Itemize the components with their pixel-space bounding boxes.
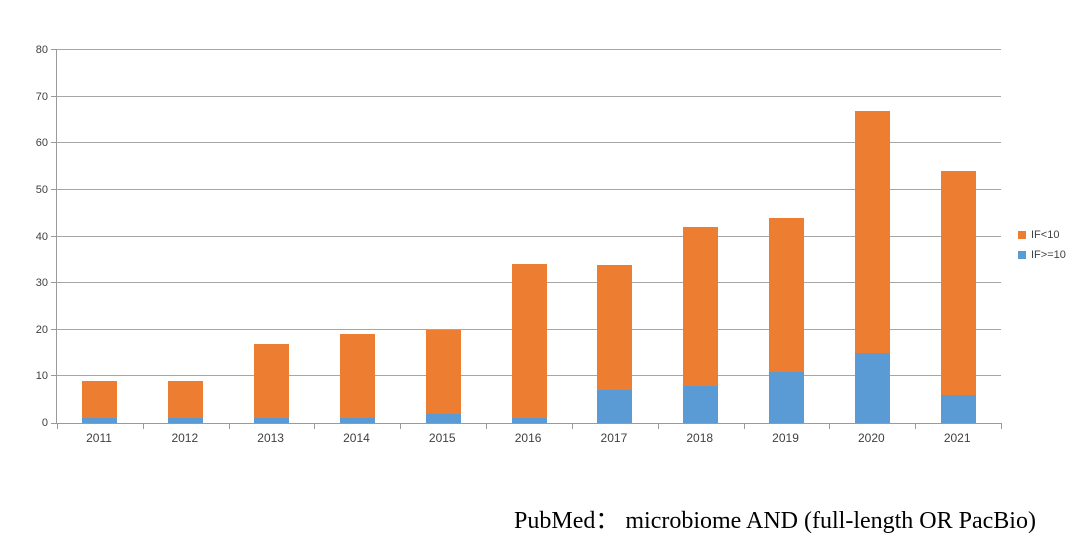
bar-2014 (339, 334, 375, 423)
x-axis-label-2015: 2015 (428, 431, 456, 445)
y-axis-label-0: 0 (41, 417, 48, 429)
y-tick-50 (51, 188, 57, 190)
x-tick-9 (829, 423, 830, 429)
y-tick-30 (51, 282, 57, 284)
x-axis-label-2012: 2012 (171, 431, 199, 445)
bar-2012 (168, 381, 204, 423)
bar-segment-if-lt-10-2013 (254, 343, 290, 419)
legend-item-1: IF>=10 (1018, 245, 1066, 265)
bar-segment-if-lt-10-2017 (597, 264, 633, 391)
x-tick-3 (314, 423, 315, 429)
legend-label: IF>=10 (1031, 249, 1066, 261)
y-tick-20 (51, 328, 57, 330)
gridline-70 (57, 95, 1001, 97)
bar-segment-if-lt-10-2012 (168, 381, 204, 419)
y-tick-80 (51, 49, 57, 50)
x-tick-2 (229, 423, 230, 429)
bar-segment-if-gte-10-2012 (168, 418, 204, 423)
legend-swatch-icon (1018, 251, 1026, 259)
bar-segment-if-gte-10-2021 (940, 395, 976, 423)
y-tick-10 (51, 375, 57, 377)
bar-segment-if-lt-10-2018 (683, 227, 719, 386)
x-axis-label-2014: 2014 (343, 431, 370, 445)
x-axis-label-2020: 2020 (858, 431, 885, 445)
x-axis-label-2013: 2013 (257, 431, 284, 445)
x-tick-10 (915, 423, 916, 429)
gridline-80 (57, 49, 1001, 50)
y-axis-label-80: 80 (35, 44, 48, 56)
gridline-50 (57, 188, 1001, 190)
x-axis-label-2019: 2019 (772, 431, 799, 445)
legend: IF<10 IF>=10 (1018, 225, 1066, 265)
x-tick-7 (658, 423, 659, 429)
bar-segment-if-gte-10-2017 (597, 390, 633, 423)
bar-2015 (425, 329, 461, 423)
bar-segment-if-gte-10-2020 (854, 353, 890, 423)
x-axis-label-2018: 2018 (686, 431, 714, 445)
gridline-40 (57, 235, 1001, 237)
bar-segment-if-lt-10-2014 (339, 334, 375, 419)
x-axis-label-2011: 2011 (86, 431, 112, 445)
bar-2013 (254, 343, 290, 423)
bar-segment-if-lt-10-2016 (511, 264, 547, 419)
bar-segment-if-gte-10-2019 (768, 371, 804, 423)
bar-segment-if-gte-10-2015 (425, 413, 461, 423)
bar-segment-if-gte-10-2014 (339, 418, 375, 423)
x-axis-label-2021: 2021 (943, 431, 971, 445)
x-tick-4 (400, 423, 401, 429)
bar-2017 (597, 264, 633, 423)
gridline-60 (57, 142, 1001, 144)
y-axis-label-50: 50 (35, 183, 48, 196)
bar-segment-if-lt-10-2020 (854, 110, 890, 354)
legend-item-0: IF<10 (1018, 225, 1066, 245)
x-tick-5 (486, 423, 487, 429)
y-tick-0 (51, 423, 57, 424)
bar-segment-if-lt-10-2021 (940, 171, 976, 396)
x-tick-0 (57, 423, 58, 429)
y-axis-label-30: 30 (35, 277, 48, 290)
x-tick-6 (572, 423, 573, 429)
x-tick-1 (143, 423, 144, 429)
bar-segment-if-lt-10-2011 (82, 381, 118, 419)
bar-2018 (683, 227, 719, 423)
bar-segment-if-gte-10-2011 (82, 418, 118, 423)
y-tick-70 (51, 95, 57, 97)
y-axis-label-70: 70 (35, 90, 48, 103)
x-axis-label-2016: 2016 (514, 431, 542, 445)
x-tick-8 (744, 423, 745, 429)
bar-segment-if-gte-10-2016 (511, 418, 547, 423)
y-tick-40 (51, 235, 57, 237)
plot-area (51, 49, 1002, 429)
bar-segment-if-gte-10-2018 (683, 385, 719, 423)
bar-2011 (82, 381, 118, 423)
y-axis-label-60: 60 (35, 137, 48, 150)
legend-label: IF<10 (1031, 229, 1060, 241)
bar-2020 (854, 110, 890, 423)
bar-segment-if-lt-10-2015 (425, 329, 461, 414)
y-axis-label-40: 40 (35, 230, 48, 243)
bar-segment-if-gte-10-2013 (254, 418, 290, 423)
legend-swatch-icon (1018, 231, 1026, 239)
y-axis-label-20: 20 (35, 323, 48, 336)
chart-caption: PubMed： microbiome AND (full-length OR P… (514, 508, 1036, 534)
bar-segment-if-lt-10-2019 (768, 217, 804, 372)
y-tick-60 (51, 142, 57, 144)
y-axis-label-10: 10 (35, 370, 48, 383)
x-axis-label-2017: 2017 (600, 431, 628, 445)
bar-2021 (940, 171, 976, 423)
bar-2019 (768, 217, 804, 423)
x-tick-11 (1001, 423, 1002, 429)
bar-2016 (511, 264, 547, 423)
